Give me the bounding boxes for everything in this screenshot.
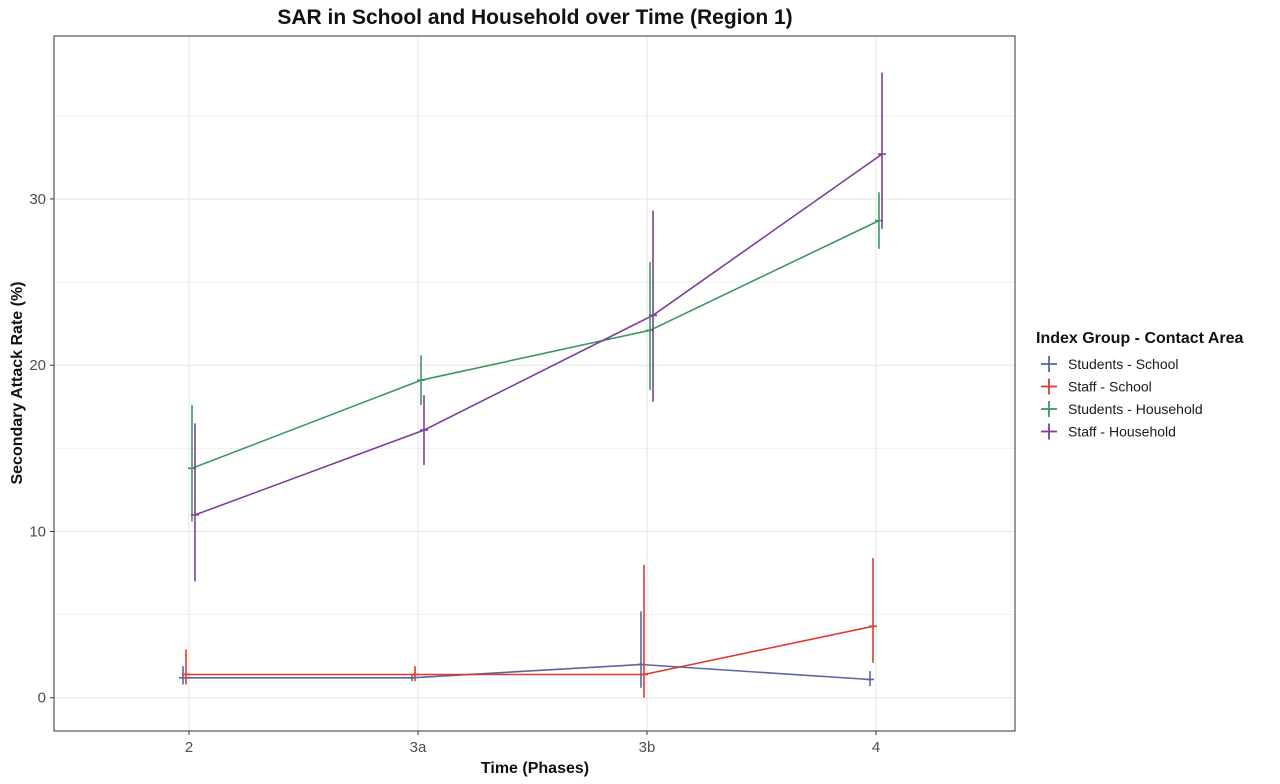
y-tick-label: 10 xyxy=(29,523,46,540)
plot-border xyxy=(53,35,1016,732)
x-tick-label: 3a xyxy=(410,739,427,756)
legend-title: Index Group - Contact Area xyxy=(1036,330,1244,347)
series-lines-layer xyxy=(182,153,883,681)
grid-lines xyxy=(54,36,1015,731)
series-line xyxy=(194,153,883,516)
chart-title: SAR in School and Household over Time (R… xyxy=(277,6,792,29)
x-axis-title: Time (Phases) xyxy=(481,760,589,777)
x-axis-ticks: 2 3a 3b 4 xyxy=(185,731,880,756)
x-tick-label: 4 xyxy=(872,739,880,756)
series-line xyxy=(182,663,871,681)
y-tick-label: 0 xyxy=(38,690,46,707)
legend-items: Students - School Staff - School Students … xyxy=(1041,356,1203,440)
y-tick-label: 20 xyxy=(29,357,46,374)
y-axis-ticks: 0 10 20 30 xyxy=(29,191,54,707)
y-tick-label: 30 xyxy=(29,191,46,208)
series-line xyxy=(191,219,880,470)
legend-label: Staff - School xyxy=(1068,379,1152,395)
x-tick-label: 2 xyxy=(185,739,193,756)
series-line xyxy=(185,625,874,676)
x-tick-label: 3b xyxy=(639,739,656,756)
plot-panel xyxy=(54,36,1015,731)
error-bars-layer xyxy=(179,72,886,698)
legend-label: Staff - Household xyxy=(1068,424,1176,440)
y-axis-title: Secondary Attack Rate (%) xyxy=(9,281,26,484)
legend: Index Group - Contact Area Students - Sc… xyxy=(1036,330,1244,440)
legend-label: Students - School xyxy=(1068,356,1179,372)
legend-label: Students - Household xyxy=(1068,401,1203,417)
